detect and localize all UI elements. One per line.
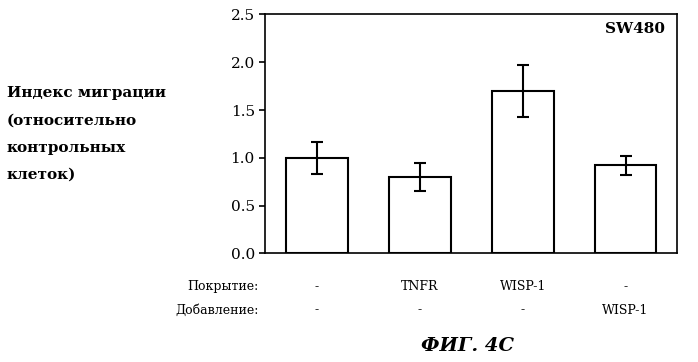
Text: WISP-1: WISP-1 — [602, 304, 648, 317]
Text: Индекс миграции: Индекс миграции — [7, 86, 166, 100]
Bar — [491, 91, 554, 253]
Bar — [595, 165, 656, 253]
Text: ФИГ. 4С: ФИГ. 4С — [421, 337, 514, 355]
Text: -: - — [417, 304, 422, 317]
Text: (относительно: (относительно — [7, 113, 137, 127]
Text: Покрытие:: Покрытие: — [187, 280, 258, 293]
Text: Добавление:: Добавление: — [175, 304, 258, 317]
Text: -: - — [315, 304, 319, 317]
Text: контрольных: контрольных — [7, 140, 126, 155]
Text: -: - — [521, 304, 525, 317]
Text: SW480: SW480 — [604, 22, 664, 35]
Text: WISP-1: WISP-1 — [500, 280, 546, 293]
Text: клеток): клеток) — [7, 168, 76, 182]
Text: -: - — [623, 280, 628, 293]
Text: -: - — [315, 280, 319, 293]
Bar — [286, 158, 348, 253]
Bar — [389, 177, 450, 253]
Text: TNFR: TNFR — [401, 280, 438, 293]
